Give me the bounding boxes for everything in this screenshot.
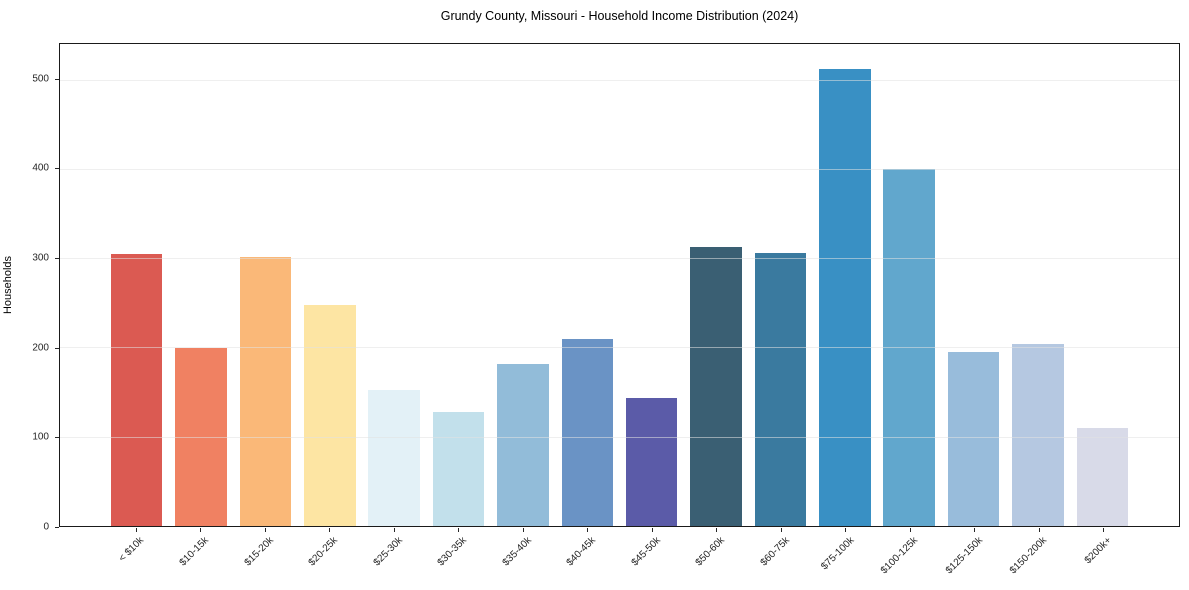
x-tick-label: $50-60k — [693, 535, 728, 569]
x-tick-mark — [716, 528, 718, 532]
x-tick-label: $100-125k — [879, 535, 921, 577]
x-tick-mark — [1103, 528, 1105, 532]
x-tick-label: $150-200k — [1008, 535, 1050, 577]
y-tick-label: 300 — [32, 252, 49, 264]
x-tick-mark — [974, 528, 976, 532]
x-tick-label: < $10k — [117, 535, 147, 565]
y-tick-label: 500 — [32, 73, 49, 85]
plot-area — [59, 43, 1180, 527]
x-tick-label: $35-40k — [500, 535, 534, 569]
y-tick-mark — [55, 168, 59, 170]
x-tick-label: $125-150k — [943, 535, 986, 577]
y-tick-mark — [55, 258, 59, 260]
x-tick-mark — [522, 528, 524, 532]
x-tick-label: $60-75k — [758, 535, 792, 569]
bar — [561, 339, 614, 526]
x-tick-mark — [845, 528, 847, 532]
y-axis: 0 100 200 300 400 500 — [0, 43, 59, 533]
bar — [110, 253, 163, 526]
bar — [239, 257, 292, 526]
x-tick-mark — [135, 528, 137, 532]
y-tick-label: 100 — [32, 431, 49, 443]
bar — [625, 398, 678, 526]
x-tick-mark — [264, 528, 266, 532]
y-tick-mark — [55, 347, 59, 349]
bar — [304, 304, 356, 526]
bar — [690, 246, 742, 526]
bars-layer — [60, 44, 1179, 526]
bar — [497, 364, 549, 526]
x-tick-label: $40-45k — [564, 535, 599, 569]
x-tick-mark — [200, 528, 202, 532]
y-tick-label: 400 — [32, 162, 49, 174]
y-tick-mark — [55, 78, 59, 80]
bar — [432, 411, 485, 526]
y-tick-label: 200 — [32, 342, 49, 354]
bar — [1012, 343, 1064, 526]
x-tick-label: $10-15k — [177, 535, 212, 569]
x-tick-mark — [1038, 528, 1040, 532]
bar — [1076, 427, 1129, 526]
x-tick-label: $45-50k — [629, 535, 663, 569]
bar — [368, 390, 420, 526]
y-tick-mark — [55, 437, 59, 439]
chart-title: Grundy County, Missouri - Household Inco… — [440, 9, 799, 23]
bar — [883, 168, 935, 526]
x-tick-mark — [780, 528, 782, 532]
x-tick-mark — [651, 528, 653, 532]
y-tick-label: 0 — [43, 521, 49, 533]
x-tick-label: $25-30k — [371, 535, 405, 569]
y-tick-mark — [55, 527, 59, 528]
x-tick-mark — [458, 528, 460, 532]
x-axis: < $10k $10-15k $15-20k $20-25k $25-30k $30-35… — [59, 528, 1180, 590]
x-tick-mark — [909, 528, 911, 532]
x-tick-mark — [393, 528, 395, 532]
x-tick-label: $20-25k — [306, 535, 341, 569]
x-tick-label: $15-20k — [242, 535, 276, 569]
x-tick-label: $75-100k — [818, 535, 857, 573]
bar — [947, 351, 1000, 526]
bar — [819, 69, 871, 526]
x-tick-label: $30-35k — [435, 535, 470, 569]
bar — [175, 348, 227, 526]
bar — [754, 252, 807, 526]
x-tick-mark — [587, 528, 589, 532]
x-tick-label: $200k+ — [1082, 535, 1115, 567]
x-tick-mark — [329, 528, 331, 532]
